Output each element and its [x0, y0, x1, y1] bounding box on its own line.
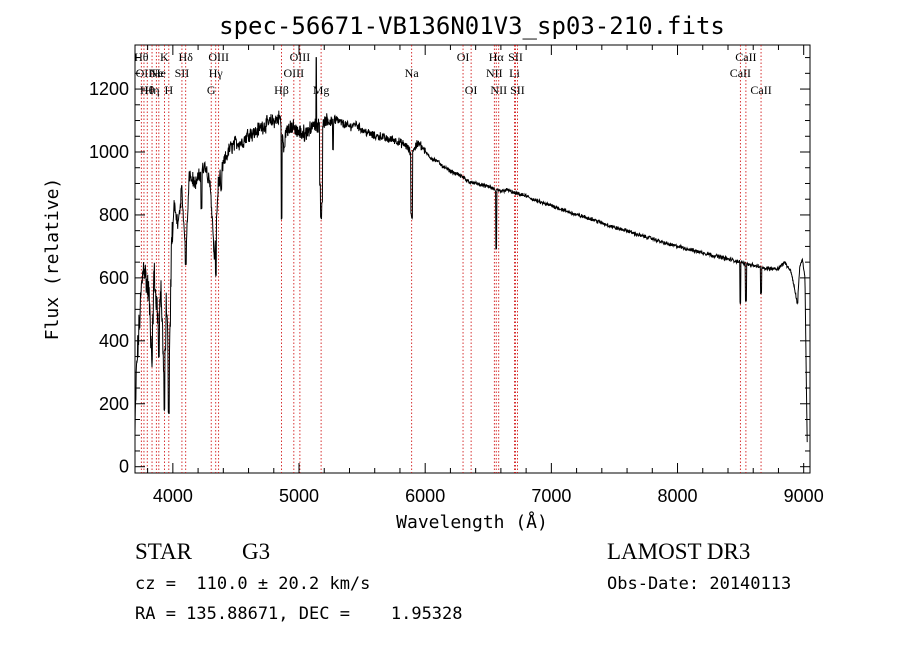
line-label-0: Hθ — [134, 50, 149, 64]
line-label-17: Na — [405, 66, 420, 80]
redshift-value: cz = 110.0 ± 20.2 km/s — [135, 574, 370, 594]
line-label-24: SII — [508, 50, 523, 64]
line-label-2: Hθ — [140, 83, 155, 97]
observation-date: Obs-Date: 20140113 — [607, 574, 791, 594]
line-label-9: Hδ — [179, 50, 194, 64]
line-label-12: OIII — [208, 50, 229, 64]
line-label-27: CaII — [735, 50, 756, 64]
line-label-16: Mg — [313, 83, 330, 97]
x-tick-label-7000: 7000 — [531, 486, 571, 506]
x-axis-ticks: 4000 5000 6000 7000 8000 9000 — [147, 45, 824, 506]
line-label-5: He — [152, 66, 166, 80]
spectrum-series — [134, 57, 808, 443]
x-axis-label: Wavelength (Å) — [396, 511, 548, 533]
coordinates: RA = 135.88671, DEC = 1.95328 — [135, 604, 463, 624]
line-label-25: SII — [510, 83, 525, 97]
chart-title: spec-56671-VB136N01V3_sp03-210.fits — [219, 12, 725, 40]
line-label-14: OIII — [284, 66, 305, 80]
line-label-20: NII — [486, 66, 503, 80]
y-tick-label-1000: 1000 — [89, 142, 129, 162]
plot-frame — [134, 44, 811, 474]
line-label-19: OI — [465, 83, 478, 97]
y-tick-label-200: 200 — [99, 394, 129, 414]
line-label-23: Li — [509, 66, 520, 80]
survey-name: LAMOST DR3 — [607, 539, 750, 564]
x-tick-label-5000: 5000 — [279, 486, 319, 506]
y-tick-label-1200: 1200 — [89, 79, 129, 99]
line-label-26: CaII — [730, 66, 751, 80]
line-label-13: Hβ — [274, 83, 289, 97]
x-tick-label-8000: 8000 — [657, 486, 697, 506]
line-label-10: G — [207, 83, 216, 97]
y-axis-ticks: 0 200 400 600 800 1000 1200 — [89, 57, 810, 477]
line-label-15: OIII — [290, 50, 311, 64]
y-tick-label-400: 400 — [99, 331, 129, 351]
x-tick-label-6000: 6000 — [405, 486, 445, 506]
y-tick-label-0: 0 — [119, 457, 129, 477]
spectrum-line — [134, 57, 808, 443]
line-label-1: OII — [136, 66, 153, 80]
line-label-8: SII — [175, 66, 190, 80]
line-markers — [140, 45, 762, 473]
x-tick-label-9000: 9000 — [784, 486, 824, 506]
line-label-7: H — [164, 83, 173, 97]
object-subclass: G3 — [242, 539, 270, 564]
line-labels: HθOIIHθHηNeHeKHSIIHδGHγOIIIHβOIIIOIIIMgN… — [134, 50, 772, 97]
y-tick-label-600: 600 — [99, 268, 129, 288]
line-label-3: Hη — [145, 83, 160, 97]
object-class: STAR — [135, 539, 193, 564]
x-tick-label-4000: 4000 — [153, 486, 193, 506]
line-label-18: OI — [457, 50, 470, 64]
line-label-22: NII — [490, 83, 507, 97]
y-tick-label-800: 800 — [99, 205, 129, 225]
line-label-4: Ne — [149, 66, 163, 80]
line-label-21: Hα — [489, 50, 505, 64]
y-axis-label: Flux (relative) — [42, 178, 63, 341]
line-label-28: CaII — [750, 83, 771, 97]
line-label-6: K — [160, 50, 169, 64]
line-label-11: Hγ — [209, 66, 224, 80]
